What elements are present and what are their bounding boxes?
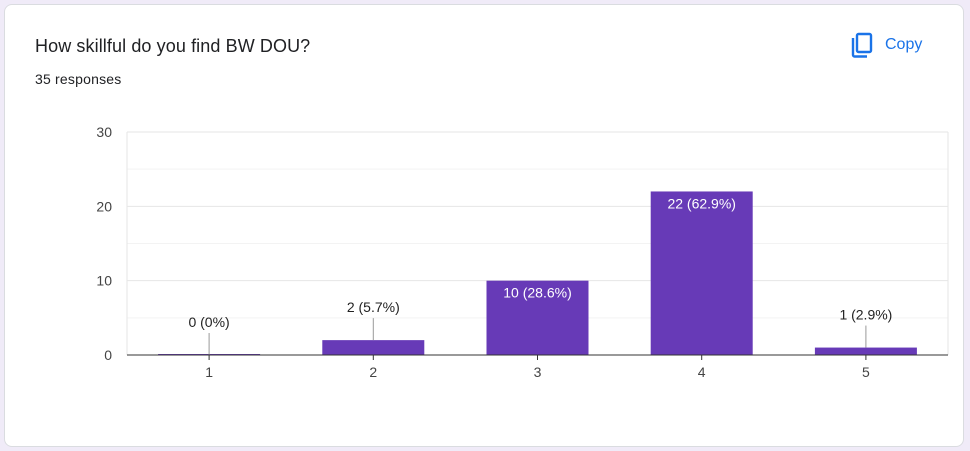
bar bbox=[486, 280, 589, 355]
data-label: 0 (0%) bbox=[188, 314, 229, 330]
y-tick-label: 0 bbox=[104, 347, 112, 363]
data-label: 1 (2.9%) bbox=[839, 307, 892, 323]
x-tick-label: 2 bbox=[369, 364, 377, 380]
chart-card: How skillful do you find BW DOU? 35 resp… bbox=[4, 4, 964, 447]
copy-label: Copy bbox=[885, 36, 923, 53]
copy-icon bbox=[851, 32, 873, 58]
bar bbox=[650, 191, 753, 355]
bar bbox=[814, 347, 917, 355]
x-tick-label: 5 bbox=[862, 364, 870, 380]
x-tick-label: 4 bbox=[698, 364, 706, 380]
copy-button[interactable]: Copy bbox=[843, 27, 930, 63]
x-tick-label: 1 bbox=[205, 364, 213, 380]
y-tick-label: 10 bbox=[96, 273, 112, 289]
data-label: 2 (5.7%) bbox=[347, 299, 400, 315]
bar bbox=[322, 340, 425, 355]
response-count: 35 responses bbox=[35, 71, 122, 87]
y-tick-label: 20 bbox=[96, 198, 112, 214]
y-tick-label: 30 bbox=[96, 124, 112, 140]
question-title: How skillful do you find BW DOU? bbox=[35, 36, 311, 56]
data-label: 22 (62.9%) bbox=[667, 195, 735, 211]
x-tick-label: 3 bbox=[534, 364, 542, 380]
data-label: 10 (28.6%) bbox=[503, 285, 571, 301]
